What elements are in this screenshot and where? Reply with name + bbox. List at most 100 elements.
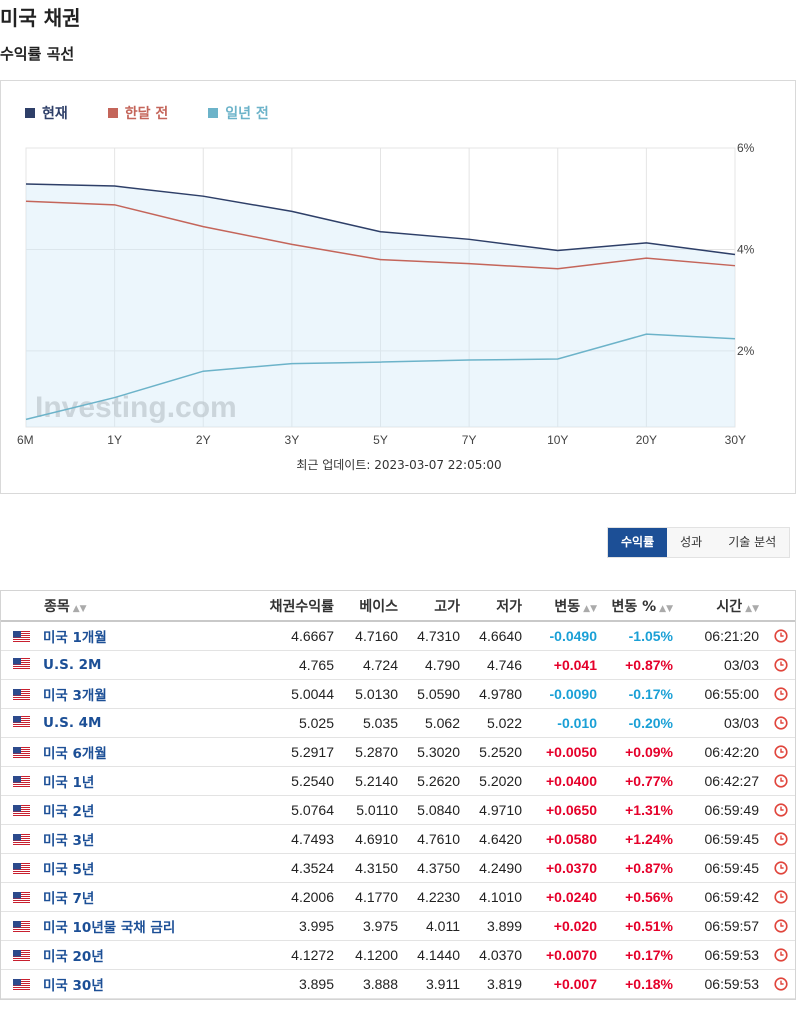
table-row: 미국 1년 5.2540 5.2140 5.2620 5.2020 +0.0400 +0.7… [1,766,795,795]
bond-name-link[interactable]: 미국 30년 [43,977,104,994]
clock-cell [767,853,795,882]
sort-icon[interactable]: ▲▼ [72,603,87,614]
us-flag-icon [13,746,30,759]
clock-icon[interactable] [774,686,788,701]
bond-name-link[interactable]: 미국 1개월 [43,629,107,646]
tab-1[interactable]: 성과 [667,528,716,557]
clock-icon[interactable] [774,831,788,846]
tab-2[interactable]: 기술 분석 [715,528,790,557]
x-tick-label: 30Y [725,433,746,447]
time-cell: 06:55:00 [704,685,760,702]
bond-name-link[interactable]: 미국 20년 [43,948,104,965]
change-cell: +0.0240 [546,888,597,905]
bond-name-link[interactable]: 미국 2년 [43,803,95,820]
low-cell: 4.1010 [479,888,522,905]
tab-0[interactable]: 수익률 [608,528,668,557]
high-cell: 4.7610 [417,830,460,847]
change-cell: +0.0370 [546,859,597,876]
time-cell: 06:59:45 [704,859,760,876]
legend-item[interactable]: 일년 전 [208,103,269,123]
low-cell: 4.6640 [479,627,522,644]
bond-name-link[interactable]: 미국 10년물 국채 금리 [43,919,176,936]
header-change[interactable]: 변동 ▲▼ [530,591,605,621]
clock-cell [767,824,795,853]
low-cell: 4.6420 [479,830,522,847]
us-flag-icon [13,949,30,962]
table-body: 미국 1개월 4.6667 4.7160 4.7310 4.6640 -0.0490 -1.… [1,621,795,998]
bond-name-link[interactable]: 미국 1년 [43,774,95,791]
clock-icon[interactable] [774,976,788,991]
y-tick-label: 2% [737,344,755,358]
yield-cell: 4.3524 [291,859,334,876]
clock-icon[interactable] [774,657,788,672]
clock-icon[interactable] [774,715,788,730]
bond-name-link[interactable]: 미국 5년 [43,861,95,878]
time-cell: 06:59:45 [704,830,760,847]
low-cell: 4.9710 [479,801,522,818]
clock-icon[interactable] [774,773,788,788]
high-cell: 4.1440 [417,946,460,963]
clock-icon[interactable] [774,860,788,875]
change-pct-cell: +0.17% [625,946,673,963]
clock-icon[interactable] [774,802,788,817]
time-cell: 06:59:42 [704,888,760,905]
change-cell: -0.010 [557,714,597,731]
clock-icon[interactable] [774,889,788,904]
legend-item[interactable]: 현재 [25,103,68,123]
y-tick-label: 4% [737,242,755,256]
low-cell: 4.9780 [479,685,522,702]
yield-cell: 4.765 [298,656,334,673]
sort-icon[interactable]: ▲▼ [745,603,759,614]
header-name[interactable]: 종목 ▲▼ [1,591,251,621]
header-change-pct[interactable]: 변동 % ▲▼ [605,591,681,621]
yield-curve-chart: 2% 4% 6% Investing.com 6M 1Y 2Y 3Y 5Y 7Y 10Y 20Y 30Y… [0,80,796,494]
us-flag-icon [13,891,30,904]
clock-icon[interactable] [774,629,788,643]
header-time[interactable]: 시간 ▲▼ [681,591,767,621]
clock-icon[interactable] [774,918,788,933]
bond-name-cell: U.S. 2M [1,650,251,679]
high-cell: 4.3750 [417,859,460,876]
legend-item[interactable]: 한달 전 [107,103,169,123]
low-cell: 5.2520 [479,743,522,760]
low-cell: 3.819 [486,975,522,992]
legend-label: 한달 전 [124,106,169,122]
header-clock [767,591,795,621]
us-flag-icon [13,688,30,701]
table-row: U.S. 4M 5.025 5.035 5.062 5.022 -0.010 -0.20% 0… [1,708,795,737]
bond-name-link[interactable]: 미국 3개월 [43,687,107,704]
bond-name-cell: 미국 7년 [1,882,251,911]
bond-name-cell: 미국 30년 [1,969,251,998]
legend-swatch [25,108,35,118]
header-high: 고가 [406,591,468,621]
bond-name-cell: 미국 6개월 [1,737,251,766]
change-cell: +0.007 [553,975,597,992]
bond-name-link[interactable]: U.S. 2M [43,657,102,673]
clock-icon[interactable] [774,744,788,759]
sort-icon[interactable]: ▲▼ [659,603,673,614]
bond-name-cell: U.S. 4M [1,708,251,737]
bond-name-cell: 미국 1년 [1,766,251,795]
bond-name-link[interactable]: 미국 3년 [43,832,95,849]
bond-name-link[interactable]: 미국 6개월 [43,745,107,762]
change-pct-cell: +0.87% [625,656,673,673]
yield-cell: 4.1272 [291,946,334,963]
bond-name-link[interactable]: 미국 7년 [43,890,95,907]
sort-icon[interactable]: ▲▼ [583,603,597,614]
low-cell: 5.022 [486,714,522,731]
high-cell: 5.0590 [417,685,460,702]
bond-name-cell: 미국 2년 [1,795,251,824]
high-cell: 5.3020 [417,743,460,760]
clock-cell [767,766,795,795]
yield-cell: 3.895 [298,975,334,992]
bond-table: 종목 ▲▼ 채권수익률 베이스 고가 저가 변동 ▲▼ 변동 % ▲▼ 시간 ▲▼ 미국… [1,591,795,999]
yield-cell: 4.2006 [291,888,334,905]
clock-icon[interactable] [774,947,788,962]
us-flag-icon [13,715,30,728]
investing-watermark: Investing.com [35,391,237,424]
bond-name-link[interactable]: U.S. 4M [43,715,102,731]
base-cell: 3.888 [362,975,398,992]
table-row: 미국 1개월 4.6667 4.7160 4.7310 4.6640 -0.0490 -1.… [1,621,795,650]
